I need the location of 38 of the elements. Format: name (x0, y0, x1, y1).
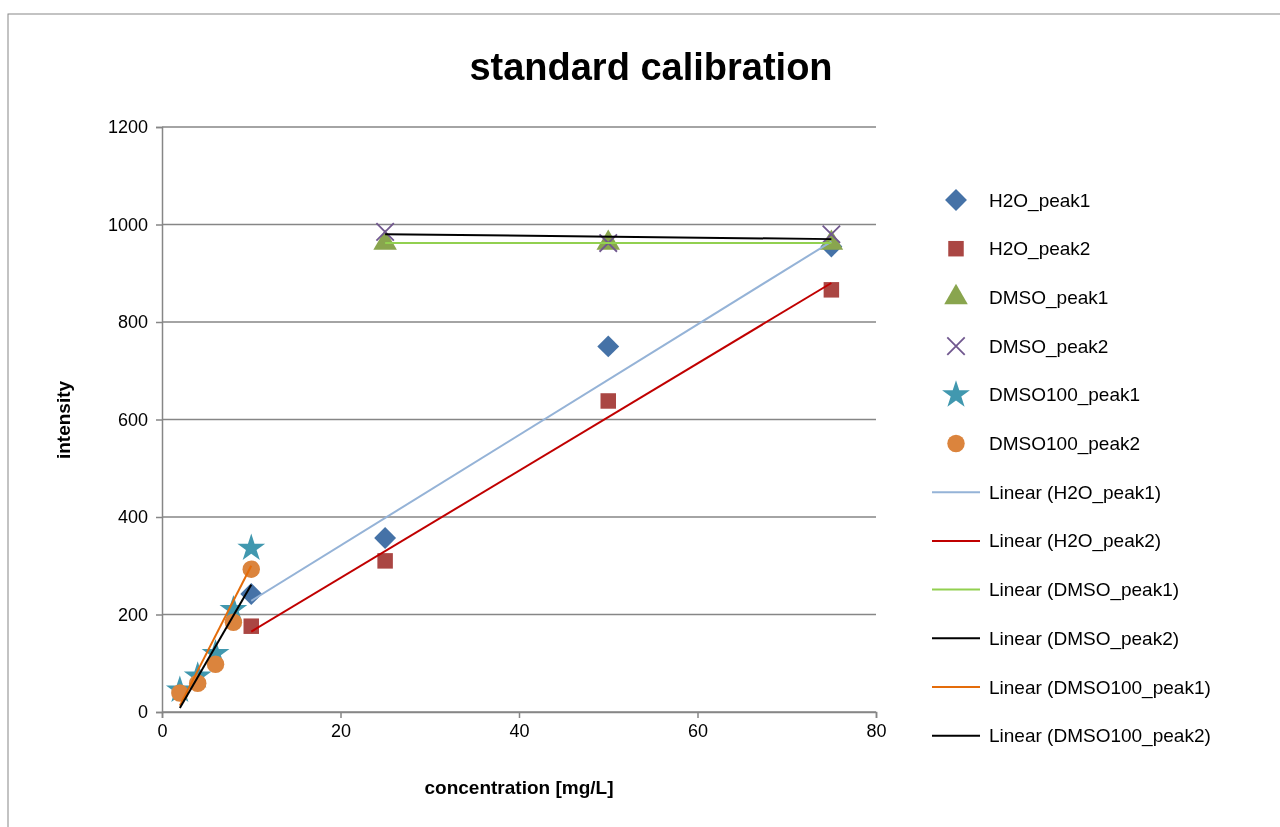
legend-label: Linear (H2O_peak2) (989, 530, 1162, 553)
legend-label: Linear (DMSO100_peak2) (989, 725, 1211, 748)
legend-label: Linear (DMSO_peak2) (989, 627, 1180, 650)
x-tick-label: 80 (866, 720, 887, 741)
x-tick-label: 60 (687, 720, 709, 741)
point (242, 560, 260, 578)
legend-label: H2O_peak2 (989, 238, 1091, 261)
point (237, 533, 266, 561)
y-tick-label: 0 (137, 702, 148, 723)
point (597, 335, 620, 358)
legend-label: DMSO_peak2 (989, 335, 1109, 358)
chart-title: standard calibration (469, 46, 833, 88)
x-tick-label: 0 (157, 720, 168, 741)
legend-label: DMSO100_peak2 (989, 433, 1141, 455)
y-tick-label: 1000 (107, 214, 148, 235)
legend-label: DMSO100_peak1 (989, 384, 1141, 407)
y-tick-label: 600 (117, 409, 148, 430)
legend-label: H2O_peak1 (989, 189, 1091, 212)
point (823, 282, 840, 298)
y-tick-label: 200 (117, 604, 148, 625)
y-tick-label: 400 (117, 507, 148, 528)
legend-label: Linear (DMSO100_peak1) (989, 676, 1211, 699)
point (821, 224, 841, 244)
point (377, 553, 393, 569)
legend-label: DMSO_peak1 (989, 286, 1109, 309)
y-tick-label: 800 (117, 312, 148, 333)
point (206, 655, 225, 673)
legend-label: Linear (H2O_peak1) (989, 481, 1162, 504)
x-axis-title: concentration [mg/L] (424, 777, 614, 798)
x-tick-label: 40 (509, 720, 530, 741)
legend-label: Linear (DMSO_peak1) (989, 579, 1180, 602)
y-tick-label: 1200 (107, 117, 148, 138)
point (375, 222, 395, 242)
point (374, 527, 397, 549)
point (600, 393, 616, 409)
point (243, 618, 259, 634)
x-tick-label: 20 (330, 720, 352, 741)
y-axis-title: intensity (53, 380, 74, 460)
